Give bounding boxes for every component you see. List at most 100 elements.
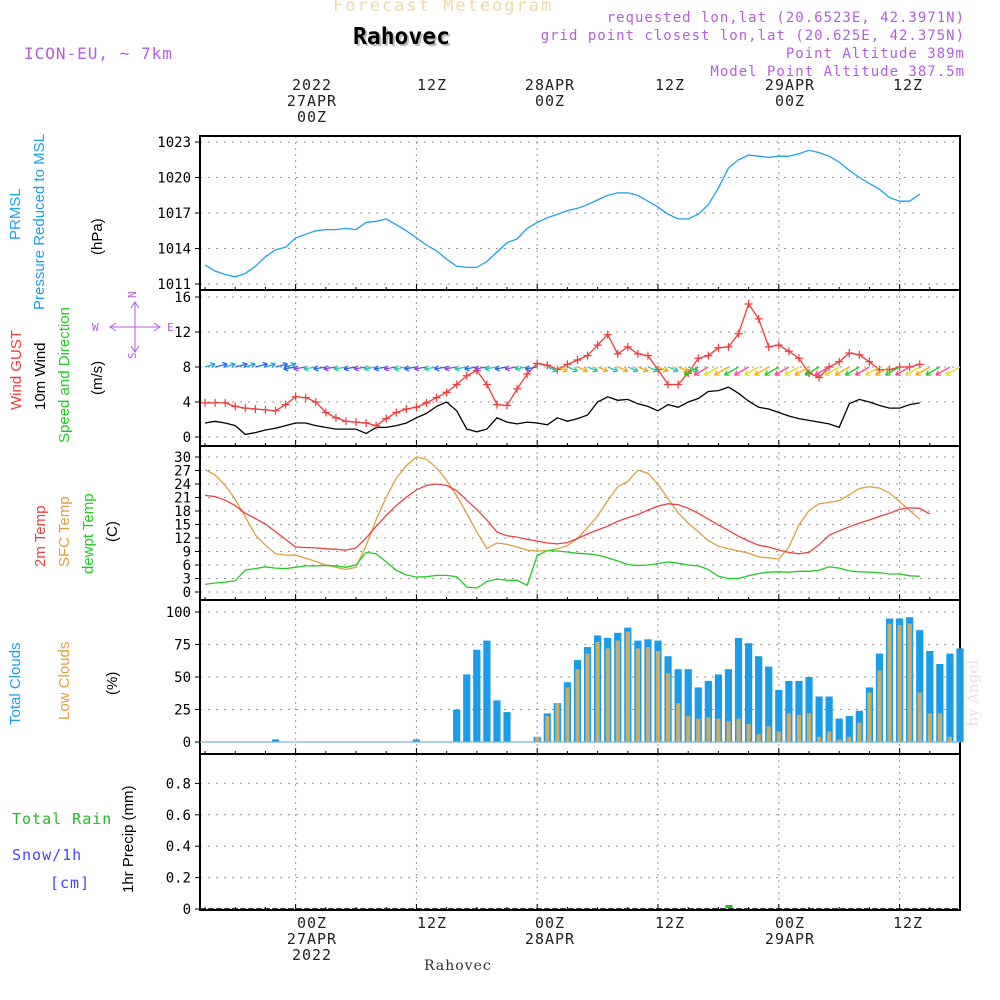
y-tick-label: 0.8	[166, 776, 191, 792]
wind-arrow	[667, 366, 679, 372]
wind-arrow-head	[592, 366, 599, 373]
bottom-time-label: 12Z	[654, 914, 686, 932]
wind-arrow	[647, 366, 659, 372]
wind-arrow	[677, 366, 689, 372]
wind-arrow-head	[424, 365, 430, 372]
wind-arrow	[293, 366, 306, 370]
low-cloud-bar	[917, 692, 922, 742]
low-cloud-bar	[565, 687, 570, 742]
gust-marker	[835, 357, 844, 366]
top-time-label: 12Z	[654, 76, 686, 94]
low-cloud-bar	[696, 718, 701, 742]
low-cloud-bar	[625, 631, 630, 742]
total-rain-label: Total Rain	[12, 810, 113, 828]
wind-arrow-head	[895, 370, 901, 376]
wind-arrow-head	[524, 365, 531, 372]
bottom-time-label: 00Z 27APR 2022	[286, 914, 338, 964]
gust-marker	[603, 330, 612, 339]
wind-arrow-head	[504, 365, 510, 372]
low-cloud-bar	[796, 714, 802, 742]
low-cloud-bar	[937, 713, 942, 742]
gust-marker	[774, 341, 783, 350]
wind-arrow	[323, 366, 337, 370]
wind-arrow-head	[282, 361, 288, 368]
y-tick-label: 0	[183, 430, 191, 446]
wind-arrow-head	[343, 365, 349, 372]
wind-arrow-head	[915, 370, 921, 376]
wind-arrow	[434, 366, 447, 370]
low-cloud-bar	[827, 731, 832, 742]
wind-arrow	[384, 366, 397, 370]
total-cloud-bar	[775, 690, 783, 742]
total-cloud-bar	[745, 643, 753, 742]
wind-arrow-head	[693, 370, 700, 376]
total-cloud-bar	[271, 739, 280, 742]
wind-arrow	[935, 366, 951, 376]
total-cloud-bar	[805, 677, 813, 742]
y-tick-label: 0.2	[166, 871, 191, 887]
gust-marker	[362, 419, 371, 427]
gust-marker	[442, 388, 451, 397]
wind-arrow-head	[404, 365, 410, 372]
wind-arrow	[925, 366, 941, 376]
footer-location: Rahovec	[424, 958, 492, 974]
wind-arrow	[845, 366, 860, 376]
wind-arrow	[474, 366, 487, 370]
low-cloud-bar	[585, 653, 590, 742]
wind-arrow	[204, 363, 216, 368]
y-tick-label: 0	[183, 735, 191, 751]
wind-arrow-head	[673, 366, 679, 373]
requested-coords: requested lon,lat (20.6523E, 42.3971N)	[606, 10, 965, 26]
wind-arrow-head	[383, 365, 390, 372]
wind-arrow-head	[250, 362, 256, 369]
wind-arrow	[245, 363, 256, 368]
gust-marker	[422, 398, 431, 407]
bottom-time-label: 12Z	[416, 914, 448, 932]
gust-marker	[714, 343, 723, 352]
wind-arrow	[587, 366, 598, 372]
wind-arrow	[657, 366, 669, 372]
snow-unit-label: [cm]	[50, 874, 91, 892]
wind-arrow	[704, 366, 719, 376]
y-tick-label: 1011	[157, 277, 191, 293]
total-cloud-bar	[815, 696, 823, 742]
wind-arrow-head	[514, 365, 521, 372]
wind-arrow	[454, 366, 467, 370]
y-tick-label: 4	[183, 395, 191, 411]
total-cloud-bar	[785, 680, 793, 742]
wind-arrow	[744, 366, 759, 376]
wind-arrow-head	[945, 370, 952, 376]
wind-arrow-head	[824, 370, 831, 376]
low-cloud-bar	[857, 722, 862, 742]
wind-arrow-head	[363, 365, 370, 372]
wind-arrow	[637, 366, 649, 372]
model-label: ICON-EU, ~ 7km	[24, 44, 173, 63]
wind-arrow	[567, 366, 578, 372]
total-cloud-bar	[936, 664, 944, 742]
low-cloud-bar	[716, 718, 721, 742]
wind-arrow-head	[885, 370, 891, 376]
wind-arrow	[855, 366, 870, 376]
gust-marker	[674, 380, 683, 389]
compass-rose	[109, 301, 161, 353]
y-tick-label: 0	[183, 585, 191, 601]
wind-arrow-head	[734, 370, 740, 376]
wind-arrow-head	[683, 370, 690, 376]
y-tick-label: 3	[183, 572, 191, 588]
wind-arrow	[764, 366, 780, 376]
location-title: Rahovec	[353, 24, 450, 50]
gust-marker	[231, 402, 240, 411]
wind-arrow-head	[572, 366, 578, 373]
wind-arrow	[945, 366, 961, 376]
wind-arrow-head	[844, 370, 851, 376]
wind-arrow-head	[230, 362, 236, 369]
gust-marker	[321, 408, 330, 417]
panel-frame	[199, 753, 961, 911]
low-cloud-bar	[635, 648, 640, 742]
low-cloud-bar	[766, 726, 771, 742]
compass-n-label: N	[126, 291, 139, 298]
wind-arrow	[597, 366, 608, 372]
total-cloud-bar	[845, 716, 853, 742]
y-tick-label: 25	[174, 703, 191, 719]
wind-arrow-head	[333, 365, 339, 372]
